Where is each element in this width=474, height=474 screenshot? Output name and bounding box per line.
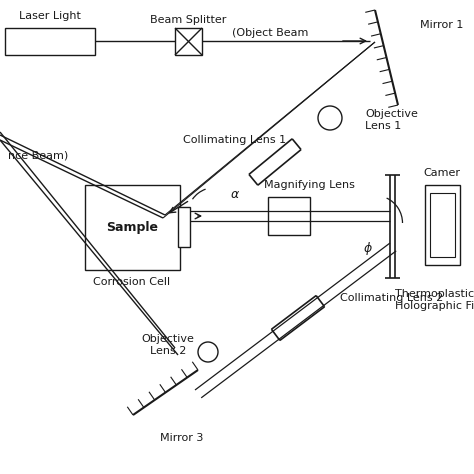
Bar	[268, 197, 310, 235]
Text: Objective
Lens 2: Objective Lens 2	[142, 334, 194, 356]
Text: α: α	[231, 189, 239, 201]
Bar	[175, 28, 202, 55]
Text: Mirror 1: Mirror 1	[420, 20, 464, 30]
Text: Collimating Lens 1: Collimating Lens 1	[183, 135, 287, 145]
Text: Corrosion Cell: Corrosion Cell	[93, 277, 171, 287]
Text: Mirror 3: Mirror 3	[160, 433, 204, 443]
Text: Collimating Lens 2: Collimating Lens 2	[340, 293, 443, 303]
Text: (Object Beam: (Object Beam	[232, 28, 308, 38]
Bar	[5, 28, 95, 55]
Bar	[425, 185, 460, 265]
Bar	[178, 207, 190, 247]
Text: ϕ: ϕ	[364, 241, 372, 255]
Text: Thermoplastic
Holographic Fi: Thermoplastic Holographic Fi	[395, 289, 474, 311]
Text: Objective
Lens 1: Objective Lens 1	[365, 109, 418, 131]
Text: nce Beam): nce Beam)	[8, 150, 68, 160]
Text: Camer: Camer	[423, 168, 461, 178]
Text: Beam Splitter: Beam Splitter	[150, 15, 226, 25]
Text: Magnifying Lens: Magnifying Lens	[264, 180, 355, 190]
Bar	[430, 193, 455, 257]
Bar	[85, 185, 180, 270]
Text: Sample: Sample	[106, 220, 158, 234]
Text: Laser Light: Laser Light	[19, 11, 81, 21]
